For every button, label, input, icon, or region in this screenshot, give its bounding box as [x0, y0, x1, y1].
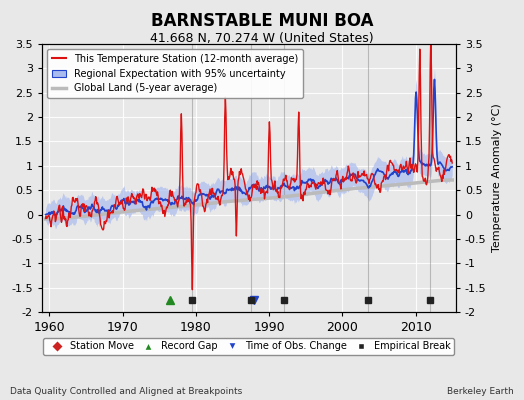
Legend: Station Move, Record Gap, Time of Obs. Change, Empirical Break: Station Move, Record Gap, Time of Obs. C…	[43, 338, 454, 355]
Text: BARNSTABLE MUNI BOA: BARNSTABLE MUNI BOA	[151, 12, 373, 30]
Y-axis label: Temperature Anomaly (°C): Temperature Anomaly (°C)	[492, 104, 502, 252]
Text: Data Quality Controlled and Aligned at Breakpoints: Data Quality Controlled and Aligned at B…	[10, 387, 243, 396]
Text: Berkeley Earth: Berkeley Earth	[447, 387, 514, 396]
Text: 41.668 N, 70.274 W (United States): 41.668 N, 70.274 W (United States)	[150, 32, 374, 45]
